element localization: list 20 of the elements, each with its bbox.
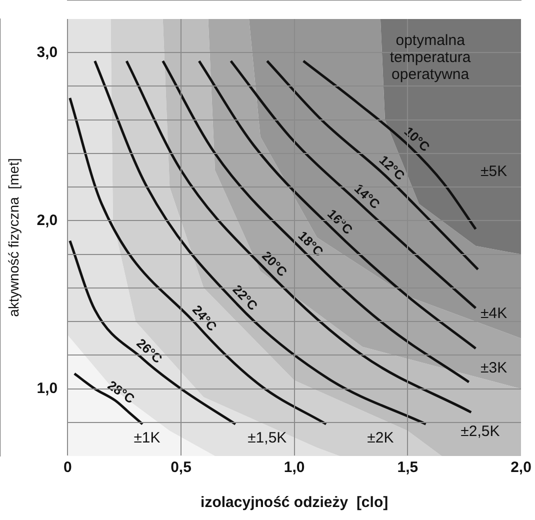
x-tick-label: 0 [63,459,72,476]
x-axis-title: izolacyjność odzieży [clo] [200,494,388,512]
annotation: ±1K [134,430,160,447]
annotation: ±5K [480,163,508,180]
line-series [68,96,328,426]
annotation: ±2,5K [460,423,500,440]
x-tick-label: 2,0 [510,459,532,476]
y-tick-label: 3,0 [36,44,58,61]
annotation: ±3K [480,360,508,377]
line-series [73,372,144,426]
y-tick-label: 2,0 [36,212,58,229]
annotation: ±2K [367,430,394,447]
y-tick-label: 1,0 [36,380,58,397]
x-tick-label: 1,0 [284,459,305,476]
annotation: ±4K [480,305,508,322]
x-tick-label: 0,5 [170,459,192,476]
annotation: ±1,5K [248,430,287,447]
x-tick-label: 1,5 [397,459,418,476]
y-axis-title: aktywność fizyczna [met] [5,158,22,317]
annotation: optymalna temperatura operatywna [390,32,472,83]
